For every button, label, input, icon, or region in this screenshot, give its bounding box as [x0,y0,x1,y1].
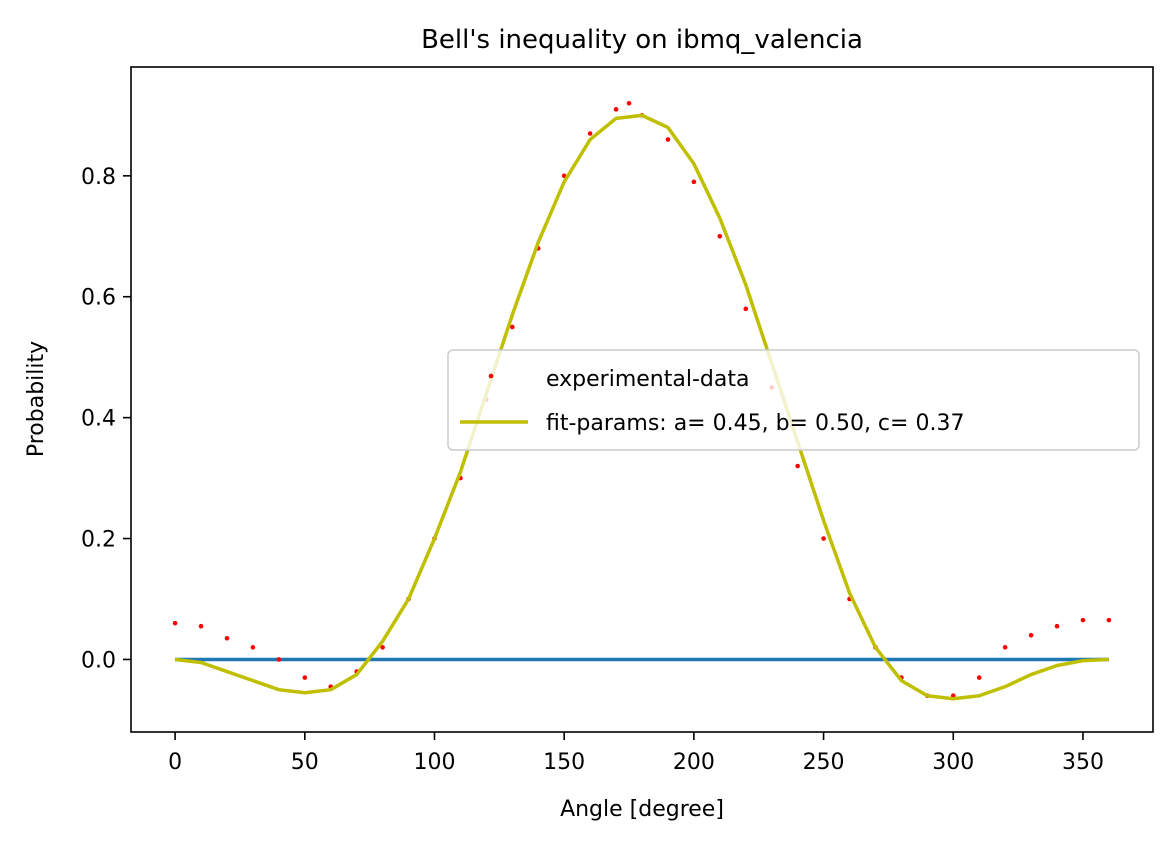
plot-area [172,100,1112,701]
data-point [1002,645,1008,650]
x-tick-label: 250 [803,750,845,775]
chart-title: Bell's inequality on ibmq_valencia [421,25,863,55]
data-point [1080,617,1086,623]
legend-label-fit: fit-params: a= 0.45, b= 0.50, c= 0.37 [546,411,964,436]
data-point [1054,623,1060,629]
legend-marker-experimental-data [488,373,494,379]
data-point [691,179,697,185]
data-point [626,100,632,106]
data-point [1106,617,1112,623]
x-tick-label: 150 [543,750,585,775]
y-tick-label: 0.0 [81,648,116,673]
data-point [198,623,204,629]
data-point [250,645,256,650]
data-point [976,675,982,680]
series-line-fit [174,113,1109,701]
x-axis-label: Angle [degree] [560,797,724,822]
data-point [717,233,723,239]
y-axis-label: Probability [24,341,49,457]
y-tick-label: 0.6 [81,286,116,311]
x-tick-label: 350 [1062,750,1104,775]
data-point [276,657,282,662]
data-point [587,131,593,136]
x-axis: 0 50 100 150 200 250 300 350 [168,732,1104,775]
data-point [665,137,671,142]
plot-frame [130,66,1154,733]
y-axis: 0.0 0.2 0.4 0.6 0.8 [81,165,131,673]
data-point [743,306,749,312]
legend: experimental-data fit-params: a= 0.45, b… [447,349,1140,451]
legend-box [447,349,1140,451]
data-point [795,463,800,469]
data-point [613,107,619,112]
data-point [224,636,230,641]
y-tick-label: 0.2 [81,528,116,553]
legend-label-experimental-data: experimental-data [546,367,749,392]
data-point [1028,632,1034,638]
x-tick-label: 300 [932,750,974,775]
data-point [172,620,178,626]
data-point [302,675,308,680]
x-tick-label: 0 [168,750,182,775]
y-tick-label: 0.8 [81,165,116,190]
x-tick-label: 50 [291,750,319,775]
legend-marker-dot [488,373,494,379]
data-point [380,645,385,650]
y-tick-label: 0.4 [81,407,116,432]
x-tick-label: 100 [413,750,455,775]
data-point [821,536,826,541]
x-tick-label: 200 [673,750,715,775]
data-point [510,324,515,330]
